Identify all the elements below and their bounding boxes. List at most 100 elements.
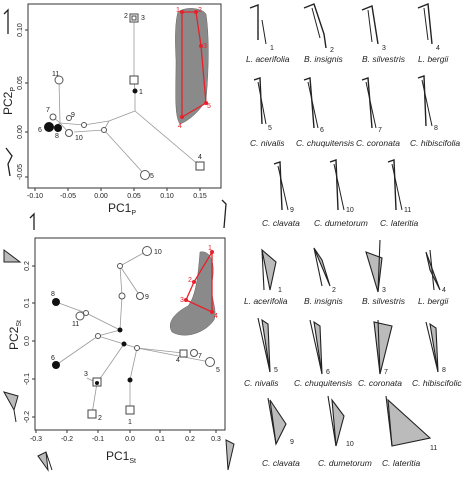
shape-top-10b bbox=[333, 163, 345, 211]
shape-top-10 bbox=[329, 159, 339, 211]
shape-bot-1 bbox=[261, 248, 277, 291]
species-num: 9 bbox=[290, 207, 294, 214]
bottom-y-max-shape bbox=[3, 249, 22, 263]
top-node bbox=[81, 122, 87, 128]
species-num: 1 bbox=[278, 287, 282, 294]
species-name: C. dumetorum bbox=[314, 218, 368, 228]
shape-top-1b bbox=[261, 19, 267, 45]
species-num: 2 bbox=[330, 47, 334, 54]
species-num: 8 bbox=[434, 125, 438, 132]
species-name: C. chuquitensis bbox=[296, 138, 355, 148]
bottom-node bbox=[95, 333, 101, 339]
bottom-point-4 bbox=[179, 349, 188, 358]
bottom-node bbox=[95, 381, 99, 385]
top-petal-image: 1 2 3 4 5 bbox=[175, 7, 211, 130]
species-num: 7 bbox=[384, 369, 388, 376]
bottom-data-points bbox=[52, 246, 215, 419]
bottom-label: 3 bbox=[84, 371, 88, 378]
shape-top-9b bbox=[277, 165, 289, 211]
top-point-7 bbox=[49, 113, 57, 121]
species-num: 8 bbox=[442, 367, 446, 374]
bottom-node bbox=[121, 341, 127, 347]
top-x-max-shape bbox=[221, 199, 227, 229]
top-point-3 bbox=[131, 15, 137, 21]
species-num: 3 bbox=[382, 45, 386, 52]
top-point-5 bbox=[140, 170, 150, 180]
bottom-landmark-label: 1 bbox=[208, 245, 212, 252]
shape-top-11b bbox=[391, 163, 403, 211]
top-label: 8 bbox=[55, 133, 59, 140]
top-x-ticks bbox=[34, 188, 201, 191]
shape-top-6b bbox=[307, 81, 319, 129]
species-name: C. chuquitensis bbox=[294, 378, 353, 388]
bottom-node bbox=[118, 292, 126, 300]
bottom-point-5 bbox=[205, 357, 215, 367]
species-num: 11 bbox=[404, 207, 411, 214]
bottom-phylo-lines bbox=[55, 250, 211, 415]
bottom-y-min-shape bbox=[2, 391, 19, 423]
species-num: 4 bbox=[442, 287, 446, 294]
species-num: 7 bbox=[378, 127, 382, 134]
species-num: 6 bbox=[326, 369, 330, 376]
bottom-ytick: -0.2 bbox=[24, 411, 31, 423]
top-xtick: 0.10 bbox=[160, 193, 174, 200]
shape-bot-8 bbox=[429, 322, 439, 373]
top-label: 10 bbox=[75, 135, 83, 142]
bottom-landmark-label: 3 bbox=[180, 297, 184, 304]
bottom-xtick: 0.0 bbox=[125, 436, 135, 443]
species-num: 4 bbox=[436, 45, 440, 52]
top-shape-grid bbox=[249, 3, 433, 211]
species-name: B. insignis bbox=[304, 296, 343, 306]
top-point-1 bbox=[129, 75, 139, 85]
top-ylabel: PC2P bbox=[1, 87, 17, 115]
top-point-4 bbox=[195, 161, 205, 171]
top-xlabel: PC1P bbox=[108, 201, 136, 217]
bottom-label: 5 bbox=[216, 367, 220, 374]
species-num: 10 bbox=[346, 207, 354, 214]
shape-bot-10 bbox=[331, 398, 345, 447]
top-point-10 bbox=[65, 129, 73, 137]
shape-bot-4b bbox=[429, 249, 435, 291]
bottom-point-10 bbox=[142, 246, 152, 256]
bottom-ytick: 0.2 bbox=[24, 261, 31, 271]
bottom-label: 6 bbox=[51, 355, 55, 362]
top-plot-frame bbox=[27, 3, 222, 189]
bottom-node bbox=[127, 377, 133, 383]
bottom-landmark-label: 2 bbox=[188, 277, 192, 284]
top-point-6 bbox=[44, 122, 54, 132]
species-name: C. coronata bbox=[356, 138, 400, 148]
bottom-label: 4 bbox=[176, 357, 180, 364]
top-point-2 bbox=[129, 13, 139, 23]
shape-top-3 bbox=[361, 5, 379, 45]
shape-top-5b bbox=[257, 81, 267, 125]
shape-top-8 bbox=[417, 75, 427, 127]
shape-top-5 bbox=[253, 77, 263, 125]
top-pca-plot: -0.10 -0.05 0.00 0.05 0.10 0.15 0.10 0.0… bbox=[1, 3, 227, 230]
bottom-label: 10 bbox=[154, 249, 162, 256]
top-landmark-label: 2 bbox=[198, 7, 202, 14]
bottom-x-min-shape bbox=[37, 451, 53, 472]
bottom-node bbox=[117, 327, 123, 333]
top-y-max-shape bbox=[3, 8, 9, 34]
species-name: C. clavata bbox=[262, 218, 300, 228]
bottom-xtick: -0.2 bbox=[61, 436, 73, 443]
bottom-landmark-label: 4 bbox=[214, 313, 218, 320]
bottom-xlabel: PC1St bbox=[106, 449, 136, 465]
bottom-ylabel: PC2St bbox=[7, 320, 23, 350]
bottom-xtick: -0.3 bbox=[30, 436, 42, 443]
species-name: C. clavata bbox=[262, 458, 300, 468]
bottom-ytick: -0.1 bbox=[24, 373, 31, 385]
bottom-point-1 bbox=[125, 405, 135, 415]
species-num: 10 bbox=[346, 441, 354, 448]
species-name: B. silvestris bbox=[362, 54, 406, 64]
species-name: L. bergii bbox=[418, 296, 449, 306]
shape-bot-9 bbox=[269, 399, 287, 446]
top-label: 3 bbox=[141, 15, 145, 22]
top-point-8 bbox=[54, 124, 62, 132]
bottom-label: 2 bbox=[98, 415, 102, 422]
species-num: 11 bbox=[430, 445, 437, 452]
bottom-pca-plot: -0.3 -0.2 -0.1 0.0 0.1 0.2 0.3 0.2 0.1 0… bbox=[2, 237, 235, 472]
top-ytick: -0.05 bbox=[17, 164, 24, 180]
bottom-label: 7 bbox=[198, 353, 202, 360]
shape-bot-11b bbox=[385, 395, 393, 447]
